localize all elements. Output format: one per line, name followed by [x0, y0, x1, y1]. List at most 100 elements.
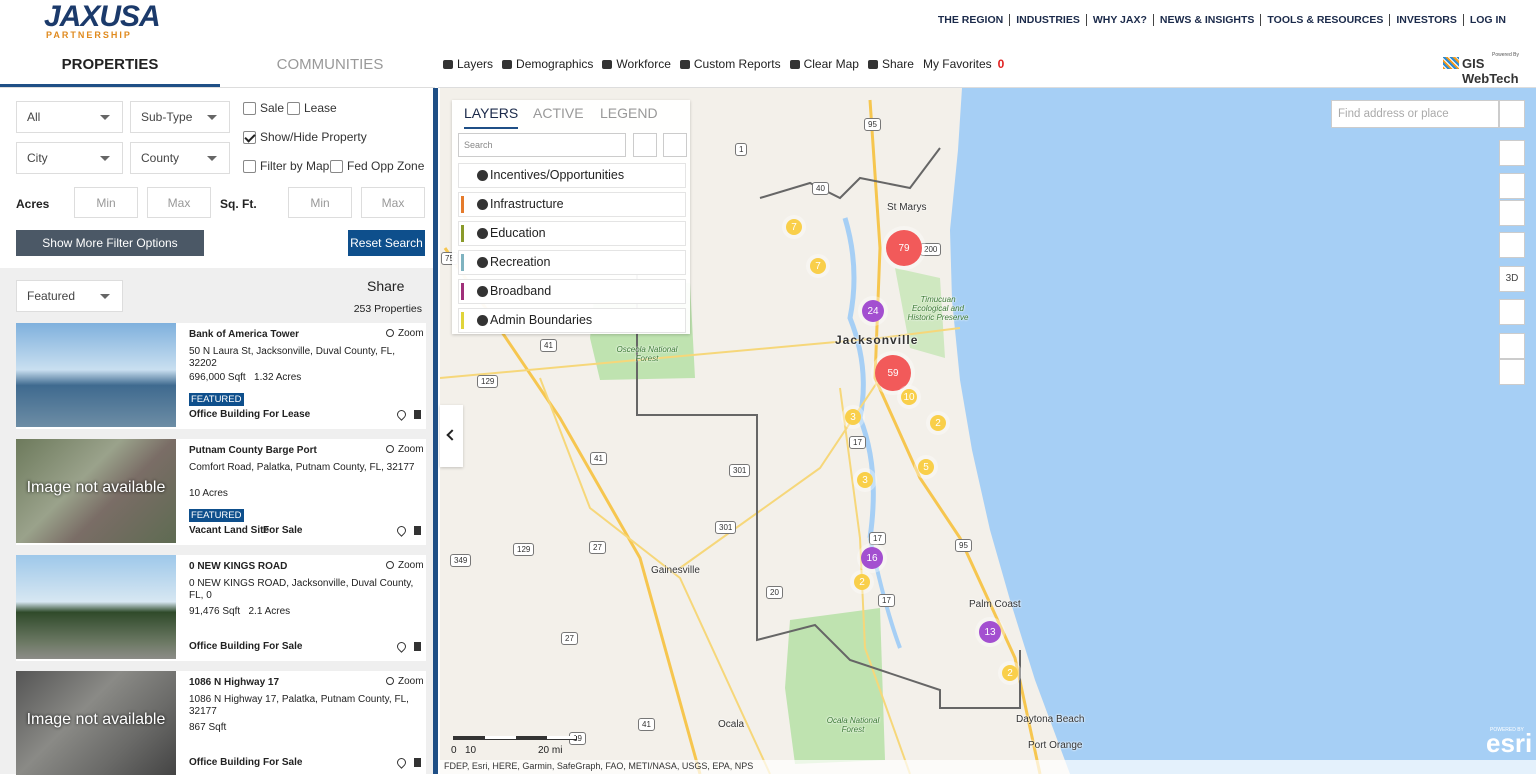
checkbox[interactable]: Lease [287, 101, 337, 115]
property-cluster[interactable]: 10 [901, 389, 917, 405]
reset-button[interactable]: Reset Search [348, 230, 425, 256]
map-control-measure[interactable] [1499, 333, 1525, 359]
filter-select[interactable]: Sub-Type [130, 101, 230, 133]
number-input[interactable]: Min [288, 187, 352, 218]
nav-link[interactable]: NEWS & INSIGHTS [1152, 14, 1261, 26]
filter-select[interactable]: County [130, 142, 230, 174]
layers-tab[interactable]: LEGEND [600, 105, 658, 121]
listing-title[interactable]: 0 NEW KINGS ROAD [189, 561, 288, 572]
tab[interactable]: COMMUNITIES [276, 56, 384, 73]
property-cluster[interactable]: 79 [886, 230, 922, 266]
property-cluster[interactable]: 2 [1002, 665, 1018, 681]
map-control-basemap[interactable] [1499, 359, 1525, 385]
nav-link[interactable]: LOG IN [1462, 14, 1512, 26]
property-cluster[interactable]: 2 [930, 415, 946, 431]
toolbar-label[interactable]: Clear Map [803, 57, 859, 71]
toolbar-item[interactable]: Demographics [502, 57, 593, 71]
layer-toggle[interactable] [477, 257, 488, 268]
property-cluster[interactable]: 24 [862, 300, 884, 322]
checkbox-box[interactable] [243, 159, 256, 173]
map-control-home[interactable] [1499, 232, 1525, 258]
toolbar-label[interactable]: Workforce [616, 57, 671, 71]
address-search-button[interactable] [1499, 100, 1525, 128]
property-cluster[interactable]: 5 [918, 459, 934, 475]
checkbox-label[interactable]: Lease [304, 101, 337, 115]
zoom-link[interactable]: Zoom [398, 676, 424, 687]
nav-link[interactable]: WHY JAX? [1085, 14, 1153, 26]
map-control-zoom-out[interactable] [1499, 200, 1525, 226]
collapse-tab[interactable] [440, 405, 463, 467]
search-button[interactable] [663, 133, 687, 157]
toolbar-item[interactable]: My Favorites 0 [923, 57, 1004, 71]
property-cluster[interactable]: 3 [857, 472, 873, 488]
nav-link[interactable]: TOOLS & RESOURCES [1260, 14, 1389, 26]
number-input[interactable]: Max [147, 187, 211, 218]
layer-toggle[interactable] [477, 315, 488, 326]
address-search[interactable]: Find address or place [1331, 100, 1499, 128]
checkbox[interactable]: Filter by Map [243, 159, 329, 173]
nav-link[interactable]: THE REGION [937, 14, 1004, 26]
checkbox-box[interactable] [243, 130, 256, 144]
layer-toggle[interactable] [477, 199, 488, 210]
layer-row[interactable] [458, 250, 686, 275]
checkbox-box[interactable] [243, 101, 256, 115]
zoom-link[interactable]: Zoom [398, 560, 424, 571]
share-link[interactable]: Share [367, 278, 405, 294]
nav-link[interactable]: INVESTORS [1389, 14, 1463, 26]
property-cluster[interactable]: 7 [786, 219, 802, 235]
sort-select[interactable]: Featured [16, 280, 123, 312]
checkbox-box[interactable] [287, 101, 300, 115]
layer-row[interactable] [458, 163, 686, 188]
layers-tab[interactable]: ACTIVE [533, 105, 584, 121]
toolbar-item[interactable]: Layers [443, 57, 493, 71]
toolbar-item[interactable]: Workforce [602, 57, 671, 71]
checkbox-label[interactable]: Fed Opp Zone [347, 159, 425, 173]
checkbox-label[interactable]: Filter by Map [260, 159, 330, 173]
toolbar-item[interactable]: Custom Reports [679, 57, 781, 71]
layer-search[interactable]: Search [458, 133, 626, 157]
map-control-qr[interactable] [1499, 140, 1525, 166]
toolbar-label[interactable]: Layers [457, 57, 494, 71]
zoom-link[interactable]: Zoom [398, 444, 424, 455]
map-control-print[interactable] [1499, 299, 1525, 325]
delete-icon[interactable] [414, 410, 421, 419]
logo[interactable]: JAXUSA [44, 0, 161, 33]
nav-link[interactable]: INDUSTRIES [1009, 14, 1086, 26]
checkbox[interactable]: Show/Hide Property [243, 130, 367, 144]
property-cluster[interactable]: 59 [875, 355, 911, 391]
layer-row[interactable] [458, 192, 686, 217]
listing-title[interactable]: Putnam County Barge Port [189, 445, 317, 456]
toolbar-item[interactable]: Share [867, 57, 914, 71]
property-cluster[interactable]: 16 [861, 547, 883, 569]
toolbar-label[interactable]: My Favorites [922, 57, 992, 71]
map-control-zoom-in[interactable] [1499, 173, 1525, 199]
checkbox[interactable]: Sale [243, 101, 284, 115]
listing-title[interactable]: 1086 N Highway 17 [189, 677, 280, 688]
checkbox-label[interactable]: Show/Hide Property [260, 130, 367, 144]
checkbox-box[interactable] [330, 159, 343, 173]
tab[interactable]: PROPERTIES [0, 45, 220, 87]
toolbar-label[interactable]: Demographics [516, 57, 594, 71]
layer-row[interactable] [458, 221, 686, 246]
more-filters-button[interactable]: Show More Filter Options [16, 230, 204, 256]
layers-tab[interactable]: LAYERS [464, 105, 519, 129]
toolbar-label[interactable]: Custom Reports [693, 57, 781, 71]
map-control-3d[interactable]: 3D [1499, 266, 1525, 292]
filter-select[interactable]: City [16, 142, 123, 174]
property-cluster[interactable]: 13 [979, 621, 1001, 643]
layer-toggle[interactable] [477, 228, 488, 239]
property-cluster[interactable]: 3 [845, 409, 861, 425]
property-cluster[interactable]: 7 [810, 258, 826, 274]
layer-toggle[interactable] [477, 170, 488, 181]
clear-search-button[interactable] [633, 133, 657, 157]
number-input[interactable]: Max [361, 187, 425, 218]
property-cluster[interactable]: 2 [854, 574, 870, 590]
toolbar-label[interactable]: Share [881, 57, 914, 71]
layer-toggle[interactable] [477, 286, 488, 297]
number-input[interactable]: Min [74, 187, 138, 218]
delete-icon[interactable] [414, 642, 421, 651]
delete-icon[interactable] [414, 758, 421, 767]
delete-icon[interactable] [414, 526, 421, 535]
filter-select[interactable]: All [16, 101, 123, 133]
checkbox[interactable]: Fed Opp Zone [330, 159, 424, 173]
